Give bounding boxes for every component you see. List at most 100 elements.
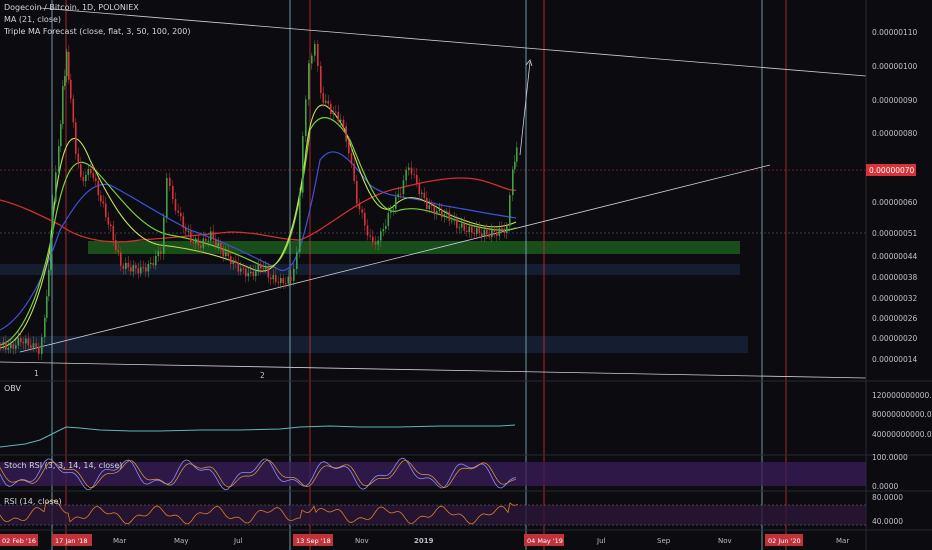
candle-body (207, 240, 210, 242)
obv-axis-label: 80000000000.0000 (872, 410, 932, 419)
candle-body (90, 168, 92, 174)
candle-body (512, 169, 514, 196)
candle-body (163, 217, 165, 254)
upper-trendline (39, 7, 867, 77)
candle-body (200, 245, 202, 248)
candle-body (102, 201, 105, 204)
rsi-line (0, 499, 519, 525)
candle-body (17, 338, 20, 346)
obv-axis-label: 120000000000.0000 (872, 391, 932, 400)
date-badge-text: 17 Jan '18 (55, 537, 87, 545)
candle-body (195, 238, 197, 244)
candle-body (60, 123, 62, 147)
candle-body (493, 229, 496, 232)
candle-body (402, 180, 405, 194)
month-label: 2019 (414, 537, 434, 545)
stoch-axis-label: 0.0000 (872, 482, 898, 491)
candle-body (287, 276, 290, 284)
candle-body (413, 174, 415, 176)
candle-body (293, 268, 295, 281)
candle-body (247, 272, 250, 277)
current-price-badge (866, 164, 916, 176)
candle-body (80, 164, 82, 177)
ma-50-green (0, 117, 517, 346)
month-label: Nov (718, 537, 732, 545)
candle-body (222, 249, 225, 257)
candle-body (374, 241, 377, 245)
month-label: Mar (113, 537, 126, 545)
candle-body (44, 317, 46, 338)
candle-body (358, 203, 361, 210)
candle-body (157, 251, 160, 256)
forecast-legend[interactable]: Triple MA Forecast (close, flat, 3, 50, … (4, 27, 191, 36)
base-zone-blue (0, 336, 748, 353)
candle-body (122, 265, 125, 269)
candle-body (2, 342, 5, 345)
candle-body (255, 269, 257, 277)
candle-body (68, 51, 70, 80)
price-label: 0.00000110 (872, 28, 918, 37)
candle-body (174, 199, 177, 211)
candle-body (451, 220, 453, 222)
candle-body (75, 122, 77, 154)
price-label: 0.00000026 (872, 314, 918, 323)
price-label: 0.00000100 (872, 62, 918, 71)
month-label: Mar (836, 537, 849, 545)
candle-body (257, 263, 260, 270)
candle-body (366, 225, 369, 236)
resistance-zone-blue (0, 264, 740, 275)
date-badge (524, 534, 564, 546)
candle-body (48, 269, 50, 297)
candle-body (458, 227, 461, 229)
candle-body (22, 342, 25, 344)
candle-body (473, 232, 476, 235)
candle-body (516, 147, 518, 162)
candle-body (197, 238, 200, 246)
candle-body (337, 111, 340, 122)
candle-body (32, 343, 35, 348)
candle-body (275, 275, 277, 283)
candle-body (377, 240, 379, 245)
candle-body (385, 225, 387, 229)
candle-body (12, 344, 15, 349)
candle-body (92, 173, 95, 179)
vertical-lines (51, 0, 787, 550)
candle-body (20, 338, 22, 343)
candle-body (453, 218, 456, 221)
candle-body (95, 178, 97, 182)
candle-body (397, 193, 400, 198)
candle-body (25, 338, 27, 344)
candle-body (245, 268, 247, 277)
candle-body (177, 210, 179, 213)
candle-body (85, 174, 87, 182)
candle-body (64, 76, 66, 87)
pattern-marker-2: 2 (260, 371, 265, 380)
stoch-legend[interactable]: Stoch RSI (3, 3, 14, 14, close) (4, 461, 123, 470)
candle-body (27, 338, 30, 346)
candle-body (317, 43, 319, 67)
rsi-legend[interactable]: RSI (14, close) (4, 497, 62, 506)
candle-body (58, 146, 60, 173)
obv-legend[interactable]: OBV (4, 384, 22, 393)
candle-body (433, 205, 436, 215)
symbol-title[interactable]: Dogecoin / Bitcoin, 1D, POLONIEX (4, 3, 139, 12)
candle-body (372, 236, 374, 242)
candle-body (130, 267, 132, 272)
candle-body (205, 238, 207, 241)
candle-body (461, 223, 463, 228)
ma-legend[interactable]: MA (21, close) (4, 15, 62, 24)
candle-body (431, 205, 433, 206)
candle-body (100, 195, 102, 202)
rsi-axis-label: 40.0000 (872, 517, 903, 526)
candle-body (350, 153, 353, 164)
current-price-badge-text: 0.00000070 (869, 166, 915, 175)
candle-body (166, 177, 168, 218)
candle-body (110, 224, 112, 227)
price-candles (0, 39, 518, 360)
candle-body (471, 226, 473, 233)
candle-body (421, 192, 423, 194)
candle-body (382, 228, 385, 232)
candle-body (285, 283, 287, 284)
pattern-marker-1: 1 (34, 369, 39, 378)
